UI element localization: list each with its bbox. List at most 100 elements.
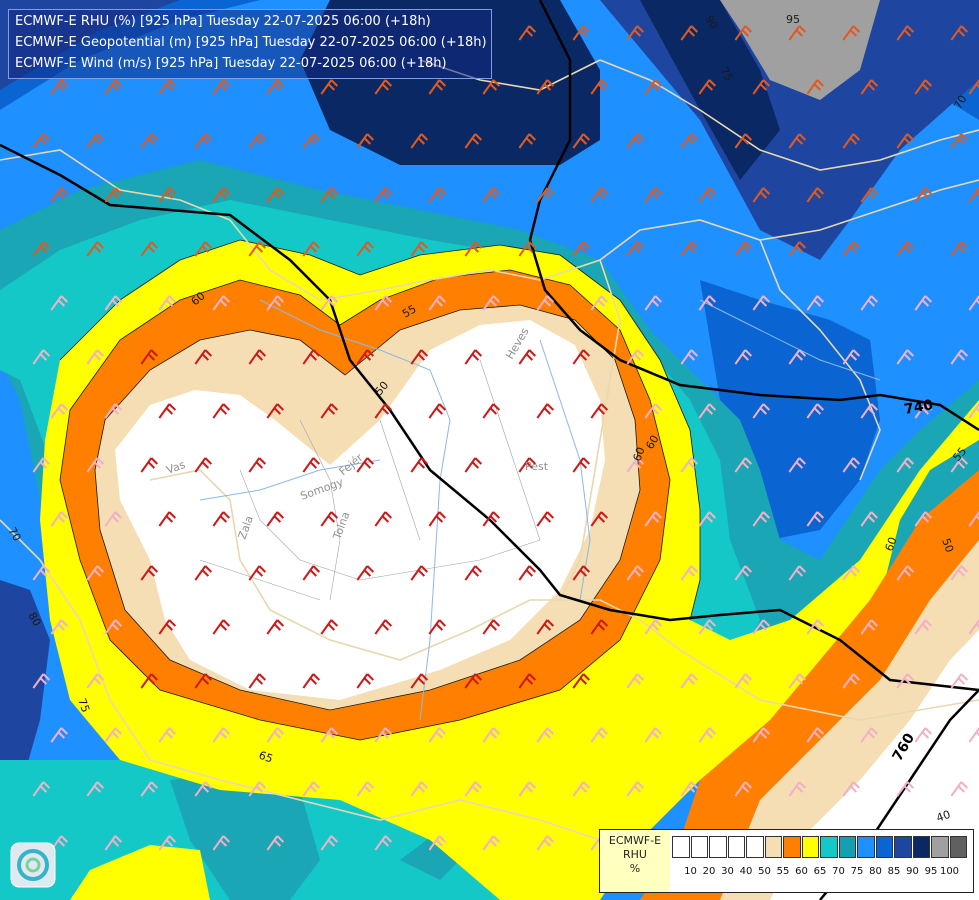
wind-barb	[464, 133, 483, 149]
wind-barb	[86, 241, 105, 257]
wind-barb	[842, 457, 861, 473]
wind-barb	[950, 349, 969, 365]
legend-tick: 95	[924, 866, 938, 877]
wind-barb	[194, 673, 213, 689]
wind-barb	[860, 619, 879, 635]
wind-barb	[374, 79, 393, 95]
wind-barb	[518, 25, 537, 41]
wind-barb	[536, 79, 555, 95]
wind-barb	[482, 187, 501, 203]
wind-barb	[968, 511, 979, 527]
wind-barb	[410, 781, 429, 797]
wind-barb	[644, 295, 663, 311]
wind-barb	[212, 727, 231, 743]
wind-barb	[788, 241, 807, 257]
wind-barb	[590, 79, 609, 95]
wind-barb	[842, 349, 861, 365]
wind-barb	[680, 457, 699, 473]
wind-barb	[410, 673, 429, 689]
wind-barb	[698, 187, 717, 203]
wind-barb	[752, 187, 771, 203]
legend-swatch	[727, 836, 745, 858]
wind-barb	[572, 133, 591, 149]
wind-barb	[356, 133, 375, 149]
wind-barb	[158, 511, 177, 527]
wind-barb	[572, 25, 591, 41]
wind-barb	[320, 403, 339, 419]
wind-barb	[536, 295, 555, 311]
wind-barb	[752, 79, 771, 95]
title-rhu: ECMWF-E RHU (%) [925 hPa] Tuesday 22-07-…	[15, 14, 431, 29]
wind-barb	[950, 673, 969, 689]
wind-barb	[32, 673, 51, 689]
legend-tick: 10	[684, 866, 697, 877]
contour-label: 60	[631, 445, 648, 463]
wind-barb	[464, 241, 483, 257]
wind-barb	[896, 457, 915, 473]
wind-barb	[806, 187, 825, 203]
wind-barb	[50, 187, 69, 203]
wind-barb	[896, 25, 915, 41]
wind-barb	[518, 673, 537, 689]
wind-barb	[644, 727, 663, 743]
legend-tick: 90	[906, 866, 919, 877]
wind-barb	[266, 511, 285, 527]
wind-barb	[860, 79, 879, 95]
wind-barb	[464, 673, 483, 689]
wind-barb	[914, 403, 933, 419]
wind-barb	[950, 457, 969, 473]
legend-swatch	[838, 836, 856, 858]
wind-barb	[950, 133, 969, 149]
wind-barb	[482, 835, 501, 851]
wind-barb	[32, 349, 51, 365]
wind-barb	[626, 25, 645, 41]
wind-barb	[842, 25, 861, 41]
wind-barb	[860, 187, 879, 203]
wind-barb	[212, 79, 231, 95]
wind-barb	[302, 673, 321, 689]
wind-barb	[248, 565, 267, 581]
wind-barb	[158, 79, 177, 95]
wind-barb	[140, 241, 159, 257]
wind-barb	[212, 187, 231, 203]
legend-swatch	[690, 836, 708, 858]
wind-barb	[572, 457, 591, 473]
wind-barb	[212, 511, 231, 527]
wind-barb	[428, 187, 447, 203]
title-wind: ECMWF-E Wind (m/s) [925 hPa] Tuesday 22-…	[15, 56, 447, 71]
wind-barb	[194, 781, 213, 797]
wind-barb	[428, 619, 447, 635]
wind-barb	[374, 295, 393, 311]
legend-tick: 30	[721, 866, 734, 877]
wind-barb	[788, 457, 807, 473]
wind-barb	[734, 673, 753, 689]
wind-barb	[482, 727, 501, 743]
legend-tick: 85	[887, 866, 901, 877]
wind-barb	[356, 781, 375, 797]
rh-band-75-south	[170, 770, 470, 900]
wind-barb	[356, 673, 375, 689]
wind-barb	[248, 241, 267, 257]
wind-barb	[32, 457, 51, 473]
wind-barb	[698, 403, 717, 419]
wind-barb	[644, 187, 663, 203]
wind-barb	[968, 403, 979, 419]
wind-barb	[482, 619, 501, 635]
wind-barb	[752, 403, 771, 419]
wind-barb	[590, 295, 609, 311]
wind-barb	[518, 241, 537, 257]
wind-barb	[158, 727, 177, 743]
wind-barb	[86, 133, 105, 149]
wind-barb	[158, 835, 177, 851]
wind-barb	[266, 619, 285, 635]
wind-barb	[698, 511, 717, 527]
contour-label-group: 90 95 70 75 60 55 50 60 60 50 70 80 75 6…	[5, 13, 969, 825]
wind-barb	[410, 133, 429, 149]
wind-barb	[896, 133, 915, 149]
legend-swatches	[672, 836, 968, 858]
wind-barb	[32, 241, 51, 257]
contour-label: 40	[935, 808, 953, 825]
legend-swatch	[894, 836, 912, 858]
wind-barb	[212, 835, 231, 851]
